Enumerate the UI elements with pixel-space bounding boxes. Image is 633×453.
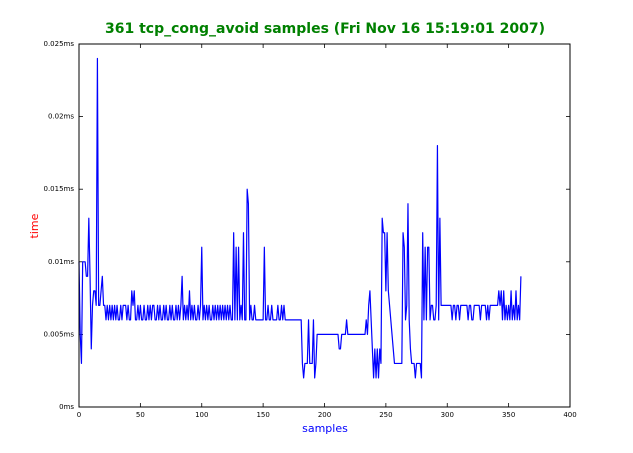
x-tick-label: 150 — [256, 411, 269, 419]
x-tick-label: 250 — [379, 411, 392, 419]
y-tick-label: 0.005ms — [43, 330, 74, 338]
y-tick-label: 0.015ms — [43, 185, 74, 193]
x-tick-label: 350 — [502, 411, 515, 419]
x-axis-label: samples — [302, 422, 348, 435]
chart-title: 361 tcp_cong_avoid samples (Fri Nov 16 1… — [105, 21, 545, 37]
plot-frame — [78, 43, 571, 408]
x-tick-label: 50 — [136, 411, 145, 419]
y-axis-label: time — [28, 213, 41, 238]
data-line — [78, 57, 522, 379]
x-tick-label: 400 — [563, 411, 576, 419]
y-tick-label: 0.02ms — [48, 113, 74, 121]
x-tick-label: 300 — [441, 411, 454, 419]
y-tick-label: 0ms — [59, 403, 74, 411]
x-tick-label: 200 — [318, 411, 331, 419]
y-tick-label: 0.01ms — [48, 258, 74, 266]
x-tick-label: 0 — [77, 411, 81, 419]
y-tick-label: 0.025ms — [43, 40, 74, 48]
x-tick-label: 100 — [195, 411, 208, 419]
